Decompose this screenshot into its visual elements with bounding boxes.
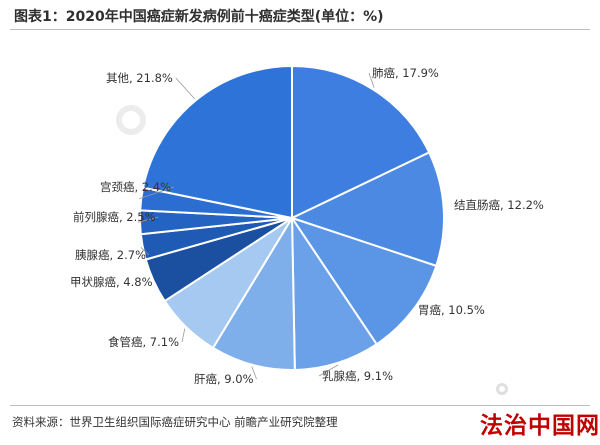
- pie-label-3: 胃癌, 10.5%: [418, 303, 485, 317]
- pie-slice-4[interactable]: [290, 214, 379, 371]
- pie-leader-line-10: [139, 186, 175, 200]
- pie-leader-line-6: [181, 328, 186, 343]
- pie-label-4: 乳腺癌, 9.1%: [322, 369, 393, 383]
- pie-label-9: 前列腺癌, 2.5%: [73, 210, 156, 224]
- watermark-logo-icon: [116, 105, 146, 135]
- site-logo[interactable]: 法治中国网: [480, 412, 600, 439]
- pie-slice-5[interactable]: [211, 214, 296, 371]
- pie-slices: [139, 64, 445, 371]
- footer-divider: [10, 405, 590, 406]
- pie-slice-1[interactable]: [291, 64, 431, 220]
- pie-leader-line-4: [318, 364, 339, 377]
- pie-leader-line-9: [137, 216, 159, 223]
- pie-leader-line-1: [368, 72, 375, 88]
- pie-slice-3[interactable]: [289, 216, 438, 346]
- pie-label-11: 其他, 21.8%: [106, 71, 173, 85]
- title-divider: [10, 29, 590, 30]
- pie-label-5: 肝癌, 9.0%: [194, 372, 254, 386]
- page-title: 图表1：2020年中国癌症新发病例前十癌症类型(单位：%): [14, 9, 384, 25]
- pie-labels: 肺癌, 17.9% 结直肠癌, 12.2% 胃癌, 10.5% 乳腺癌, 9.1% 肝癌…: [70, 66, 544, 386]
- pie-label-8: 胰腺癌, 2.7%: [75, 248, 146, 262]
- pie-slice-11[interactable]: [141, 64, 293, 220]
- pie-label-2: 结直肠癌, 12.2%: [454, 198, 544, 212]
- pie-leader-lines: [137, 72, 375, 380]
- pie-label-6: 食管癌, 7.1%: [108, 335, 179, 349]
- pie-leader-line-11: [175, 77, 195, 99]
- watermark-small-logo-icon: [496, 383, 508, 395]
- pie-label-1: 肺癌, 17.9%: [372, 66, 439, 80]
- pie-leader-line-8: [140, 247, 150, 256]
- source-note: 资料来源：世界卫生组织国际癌症研究中心 前瞻产业研究院整理: [12, 415, 338, 429]
- pie-label-7: 甲状腺癌, 4.8%: [70, 275, 153, 289]
- pie-label-10: 宫颈癌, 2.4%: [100, 180, 171, 194]
- pie-slice-2[interactable]: [289, 151, 445, 268]
- pie-leader-line-5: [251, 366, 257, 380]
